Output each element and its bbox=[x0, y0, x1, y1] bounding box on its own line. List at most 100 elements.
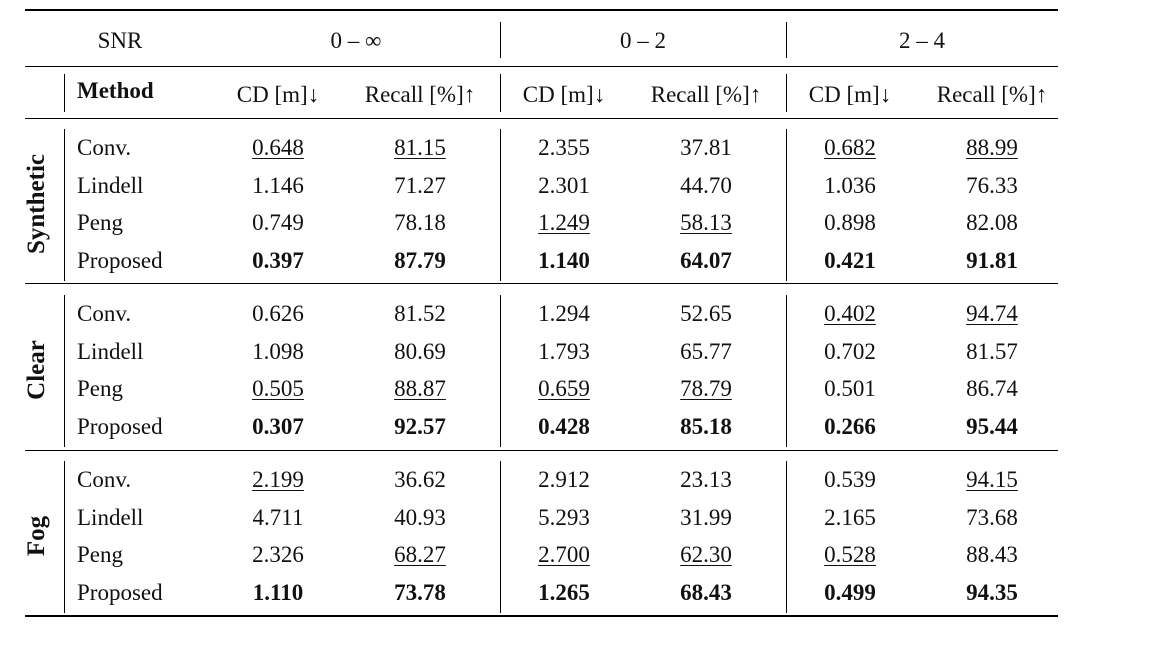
subheader-divider-1 bbox=[500, 74, 501, 112]
header-divider-1 bbox=[500, 22, 501, 58]
value-cell: 0.266 bbox=[824, 413, 876, 439]
method-cell: Peng bbox=[77, 376, 123, 401]
value-cell: 1.793 bbox=[538, 338, 590, 364]
value-cell: 0.428 bbox=[538, 413, 590, 439]
group-label-fog: Fog bbox=[23, 516, 50, 557]
value-cell: 78.79 bbox=[680, 376, 732, 401]
value-cell: 95.44 bbox=[966, 413, 1018, 439]
value-cell: 1.249 bbox=[538, 210, 590, 235]
value-cell: 68.43 bbox=[680, 579, 732, 605]
value-cell: 78.18 bbox=[394, 210, 446, 235]
value-cell: 91.81 bbox=[966, 247, 1018, 273]
value-cell: 68.27 bbox=[394, 542, 446, 567]
value-cell: 88.87 bbox=[394, 376, 446, 401]
value-cell: 1.110 bbox=[252, 579, 304, 605]
value-cell: 88.99 bbox=[966, 135, 1018, 160]
value-cell: 86.74 bbox=[966, 376, 1018, 401]
value-cell: 0.499 bbox=[824, 579, 876, 605]
header-divider-2 bbox=[786, 22, 787, 58]
value-cell: 92.57 bbox=[394, 413, 446, 439]
header-rule bbox=[25, 66, 1058, 67]
value-cell: 2.700 bbox=[538, 542, 590, 567]
value-cell: 40.93 bbox=[394, 504, 446, 530]
method-cell: Conv. bbox=[77, 135, 132, 160]
recall-header-1: Recall [%]↑ bbox=[650, 82, 762, 107]
snr-range-2: 2 – 4 bbox=[899, 28, 945, 53]
group-label-synthetic: Synthetic bbox=[23, 154, 50, 255]
value-cell: 0.539 bbox=[824, 467, 876, 492]
value-cell: 44.70 bbox=[680, 172, 732, 198]
value-cell: 94.74 bbox=[966, 301, 1018, 326]
value-cell: 5.293 bbox=[538, 504, 590, 530]
value-cell: 2.165 bbox=[824, 504, 876, 530]
group-col-divider-2-0 bbox=[500, 461, 501, 613]
value-cell: 76.33 bbox=[966, 172, 1018, 198]
value-cell: 73.78 bbox=[394, 579, 446, 605]
group-divider-1 bbox=[64, 295, 65, 447]
group-rule-1 bbox=[25, 283, 1058, 284]
value-cell: 4.711 bbox=[252, 504, 304, 530]
value-cell: 23.13 bbox=[680, 467, 732, 492]
value-cell: 71.27 bbox=[394, 172, 446, 198]
subheader-divider-0 bbox=[64, 74, 65, 112]
group-col-divider-2-1 bbox=[786, 461, 787, 613]
value-cell: 80.69 bbox=[394, 338, 446, 364]
value-cell: 81.52 bbox=[394, 301, 446, 326]
value-cell: 58.13 bbox=[680, 210, 732, 235]
snr-range-1: 0 – 2 bbox=[620, 28, 666, 53]
group-col-divider-1-0 bbox=[500, 295, 501, 447]
value-cell: 88.43 bbox=[966, 542, 1018, 567]
value-cell: 0.397 bbox=[252, 247, 304, 273]
group-label-clear: Clear bbox=[23, 340, 50, 401]
value-cell: 2.199 bbox=[252, 467, 304, 492]
value-cell: 36.62 bbox=[394, 467, 446, 492]
value-cell: 2.301 bbox=[538, 172, 590, 198]
value-cell: 0.898 bbox=[824, 210, 876, 235]
recall-header-2: Recall [%]↑ bbox=[936, 82, 1048, 107]
method-cell: Proposed bbox=[77, 413, 163, 439]
value-cell: 0.505 bbox=[252, 376, 304, 401]
value-cell: 0.749 bbox=[252, 210, 304, 235]
group-divider-0 bbox=[64, 129, 65, 281]
value-cell: 65.77 bbox=[680, 338, 732, 364]
value-cell: 81.15 bbox=[394, 135, 446, 160]
value-cell: 2.355 bbox=[538, 135, 590, 160]
bottom-rule bbox=[25, 615, 1058, 617]
value-cell: 1.294 bbox=[538, 301, 590, 326]
value-cell: 1.146 bbox=[252, 172, 304, 198]
value-cell: 0.528 bbox=[824, 542, 876, 567]
value-cell: 0.648 bbox=[252, 135, 304, 160]
value-cell: 73.68 bbox=[966, 504, 1018, 530]
method-cell: Lindell bbox=[77, 504, 144, 530]
method-cell: Conv. bbox=[77, 467, 132, 492]
value-cell: 81.57 bbox=[966, 338, 1018, 364]
value-cell: 31.99 bbox=[680, 504, 732, 530]
cd-header-0: CD [m]↓ bbox=[236, 82, 320, 107]
value-cell: 0.307 bbox=[252, 413, 304, 439]
snr-label: SNR bbox=[97, 28, 143, 53]
group-rule-2 bbox=[25, 450, 1058, 451]
cd-header-2: CD [m]↓ bbox=[808, 82, 892, 107]
value-cell: 0.501 bbox=[824, 376, 876, 401]
method-cell: Peng bbox=[77, 210, 123, 235]
group-divider-2 bbox=[64, 461, 65, 613]
value-cell: 94.15 bbox=[966, 467, 1018, 492]
value-cell: 1.140 bbox=[538, 247, 590, 273]
group-col-divider-0-0 bbox=[500, 129, 501, 281]
group-col-divider-1-1 bbox=[786, 295, 787, 447]
value-cell: 94.35 bbox=[966, 579, 1018, 605]
value-cell: 1.265 bbox=[538, 579, 590, 605]
group-col-divider-0-1 bbox=[786, 129, 787, 281]
value-cell: 0.402 bbox=[824, 301, 876, 326]
top-rule bbox=[25, 9, 1058, 11]
method-cell: Peng bbox=[77, 542, 123, 567]
value-cell: 0.421 bbox=[824, 247, 876, 273]
value-cell: 0.659 bbox=[538, 376, 590, 401]
value-cell: 87.79 bbox=[394, 247, 446, 273]
value-cell: 1.098 bbox=[252, 338, 304, 364]
value-cell: 1.036 bbox=[824, 172, 876, 198]
value-cell: 0.682 bbox=[824, 135, 876, 160]
value-cell: 85.18 bbox=[680, 413, 732, 439]
value-cell: 52.65 bbox=[680, 301, 732, 326]
value-cell: 62.30 bbox=[680, 542, 732, 567]
